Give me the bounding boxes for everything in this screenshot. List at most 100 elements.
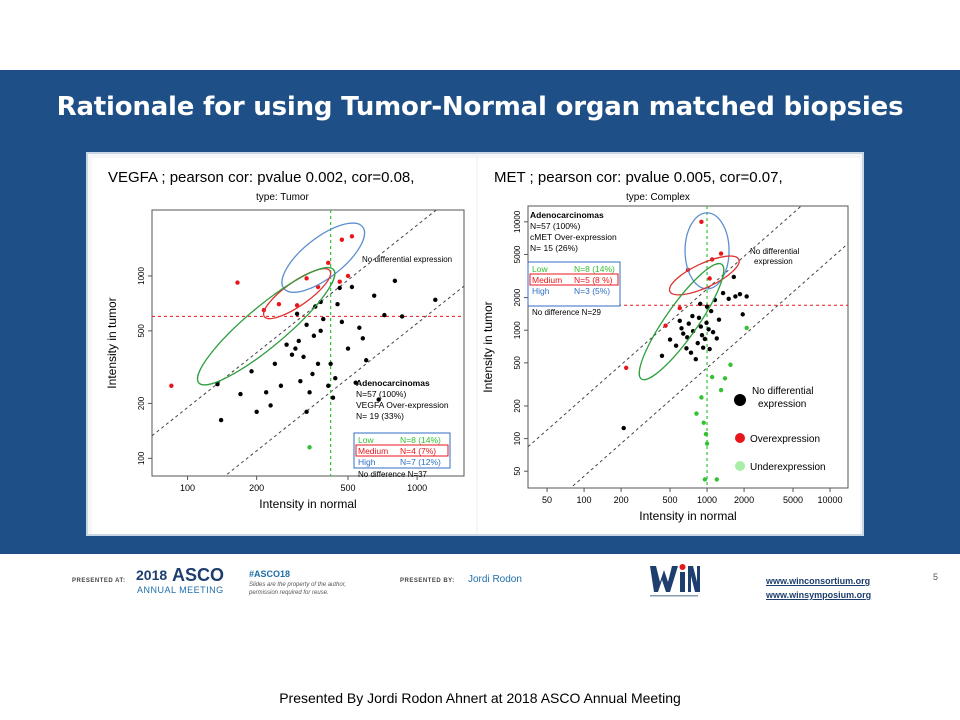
winsymposium-link[interactable]: www.winsymposium.org xyxy=(766,590,872,600)
vegfa-point-black-28 xyxy=(353,380,358,385)
footer-links: www.winconsortium.org www.winsymposium.o… xyxy=(766,574,871,602)
met-xtick-label-6: 5000 xyxy=(783,495,803,505)
met-point-black-5 xyxy=(679,326,684,331)
vegfa-point-black-29 xyxy=(357,325,362,330)
vegfa-ytick-label-2: 500 xyxy=(137,324,146,338)
met-point-black-28 xyxy=(737,291,743,297)
vegfa-point-black-25 xyxy=(339,319,345,325)
met-point-green-8 xyxy=(728,362,733,367)
met-point-black-36 xyxy=(714,336,719,341)
vegfa-legend-label-2: High xyxy=(358,457,376,467)
vegfa-xtick-label-0: 100 xyxy=(180,483,195,493)
met-xtick-label-4: 1000 xyxy=(697,495,717,505)
vegfa-point-black-3 xyxy=(249,369,254,374)
vegfa-point-black-18 xyxy=(311,333,317,338)
presented-at-label: PRESENTED AT: xyxy=(72,578,126,584)
vegfa-point-black-30 xyxy=(364,358,369,363)
slide-title: Rationale for using Tumor-Normal organ m… xyxy=(56,92,904,122)
slide-footer: PRESENTED AT: 2018 ASCO ANNUAL MEETING #… xyxy=(0,556,960,616)
vegfa-point-black-39 xyxy=(337,285,342,291)
met-point-red-4 xyxy=(699,219,704,225)
vegfa-point-black-17 xyxy=(310,371,315,377)
vegfa-ytick-label-1: 200 xyxy=(137,396,146,410)
vegfa-legend-box xyxy=(353,432,451,469)
met-point-red-2 xyxy=(677,305,682,311)
met-key-label-2: Underexpression xyxy=(750,462,826,473)
page-number: 5 xyxy=(933,572,939,582)
vegfa-point-black-0 xyxy=(215,381,220,387)
met-point-black-16 xyxy=(702,336,708,342)
met-ytick-label-0: 50 xyxy=(513,466,522,475)
met-point-black-0 xyxy=(621,425,626,431)
vegfa-y-axis-label: Intensity in tumor xyxy=(105,297,119,388)
met-info-line-3: N= 15 (26%) xyxy=(530,243,578,253)
vegfa-point-black-38 xyxy=(321,316,326,322)
vegfa-point-black-6 xyxy=(268,403,273,408)
vegfa-point-black-14 xyxy=(301,354,306,360)
vegfa-point-red-11 xyxy=(294,303,300,308)
met-xtick-label-1: 100 xyxy=(577,495,592,505)
vegfa-chart-subtitle: type: Tumor xyxy=(256,192,309,203)
met-point-black-15 xyxy=(699,332,705,338)
met-point-black-2 xyxy=(667,337,673,342)
met-legend-label-2: High xyxy=(532,286,550,296)
met-point-black-30 xyxy=(744,294,749,299)
met-legend-value-2: N=3 (5%) xyxy=(574,286,610,296)
vegfa-point-black-7 xyxy=(272,361,278,366)
hashtag: #ASCO18 xyxy=(249,569,291,579)
vegfa-point-black-5 xyxy=(263,390,269,395)
met-key-dot-2 xyxy=(735,461,745,471)
vegfa-scatter-chart: VEGFA ; pearson cor: pvalue 0.002, cor=0… xyxy=(105,169,465,511)
met-legend-label-0: Low xyxy=(532,264,548,274)
met-point-black-35 xyxy=(684,346,689,351)
met-key-label-1: Overexpression xyxy=(750,434,820,445)
met-point-black-18 xyxy=(704,304,710,309)
met-plot-frame xyxy=(527,205,849,489)
vegfa-legend-value-1: N=4 (7%) xyxy=(400,446,436,456)
vegfa-ytick-label-0: 100 xyxy=(137,451,146,465)
met-point-black-8 xyxy=(686,321,691,326)
met-point-black-6 xyxy=(681,331,686,336)
vegfa-point-black-31 xyxy=(371,293,377,298)
vegfa-point-black-42 xyxy=(360,336,366,341)
vegfa-point-red-10 xyxy=(345,273,351,279)
vegfa-point-black-13 xyxy=(298,378,303,384)
met-point-black-33 xyxy=(700,345,706,350)
met-point-green-11 xyxy=(709,374,715,380)
met-xtick-label-5: 2000 xyxy=(734,495,754,505)
met-key-dot-1 xyxy=(735,433,745,443)
vegfa-point-black-15 xyxy=(304,409,309,414)
met-diagonal-line-0 xyxy=(569,243,848,488)
met-ytick-label-5: 2000 xyxy=(513,288,522,306)
vegfa-point-black-12 xyxy=(296,338,301,344)
vegfa-point-red-0 xyxy=(169,383,174,388)
asco-logo-text: ASCO xyxy=(172,565,225,585)
vegfa-point-black-10 xyxy=(289,352,295,357)
vegfa-plot-area xyxy=(152,210,464,476)
vegfa-point-red-1 xyxy=(235,280,240,285)
met-point-red-6 xyxy=(718,251,724,256)
met-legend-box xyxy=(527,261,621,307)
winconsortium-link[interactable]: www.winconsortium.org xyxy=(766,576,871,586)
met-point-black-31 xyxy=(690,313,695,319)
met-point-black-24 xyxy=(720,290,726,296)
met-y-axis-label: Intensity in tumor xyxy=(481,301,495,392)
vegfa-ellipse-blue xyxy=(281,222,366,293)
met-point-green-4 xyxy=(704,441,710,446)
met-point-green-5 xyxy=(702,477,708,482)
vegfa-point-black-27 xyxy=(349,284,355,290)
vegfa-legend-value-2: N=7 (12%) xyxy=(400,457,441,467)
vegfa-point-black-32 xyxy=(376,397,381,402)
presenter-caption: Presented By Jordi Rodon Ahnert at 2018 … xyxy=(279,690,681,706)
met-point-red-7 xyxy=(707,276,712,281)
met-xtick-label-7: 10000 xyxy=(818,495,843,505)
vegfa-point-red-9 xyxy=(337,279,342,284)
vegfa-point-black-20 xyxy=(318,328,323,334)
win-logo-icon xyxy=(650,564,700,597)
vegfa-info-line-1: N=57 (100%) xyxy=(356,389,406,399)
met-chart-title: MET ; pearson cor: pvalue 0.005, cor=0.0… xyxy=(494,169,783,186)
met-info-line-1: N=57 (100%) xyxy=(530,221,580,231)
vegfa-point-black-11 xyxy=(293,346,298,351)
met-ytick-label-7: 10000 xyxy=(513,210,522,233)
met-ytick-label-2: 200 xyxy=(513,399,522,413)
